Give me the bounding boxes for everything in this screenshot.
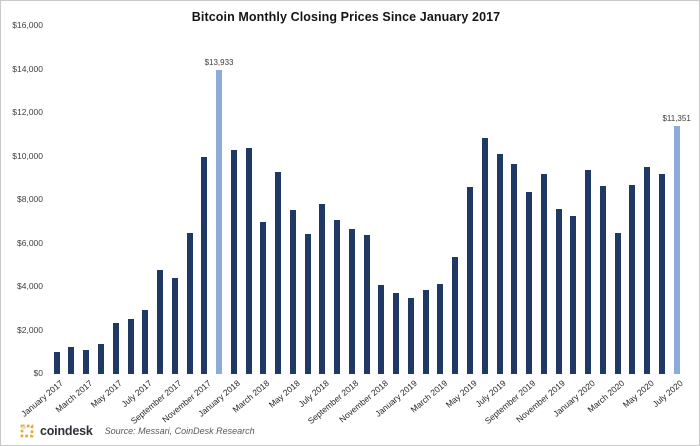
bar xyxy=(260,222,267,374)
bar xyxy=(378,285,385,374)
bar xyxy=(319,203,326,374)
y-axis-tick-label: $16,000 xyxy=(12,20,43,30)
y-axis-tick-label: $6,000 xyxy=(17,237,43,248)
bar xyxy=(201,156,208,374)
bar xyxy=(540,173,547,374)
bar xyxy=(127,319,134,374)
y-axis-tick-label: $14,000 xyxy=(12,63,43,74)
y-axis-tick-label: $0 xyxy=(33,368,43,378)
bar xyxy=(599,185,606,374)
bar xyxy=(466,186,473,374)
coindesk-logo-icon xyxy=(20,424,34,438)
y-axis-tick-label: $8,000 xyxy=(17,194,43,204)
bar xyxy=(407,298,414,374)
bar xyxy=(245,148,252,374)
y-axis-tick-label: $2,000 xyxy=(17,324,43,335)
x-axis-tick-label: May 2019 xyxy=(443,378,479,410)
x-axis-tick-label: May 2020 xyxy=(620,378,656,410)
bar xyxy=(112,322,119,374)
footer: coindesk Source: Messari, CoinDesk Resea… xyxy=(20,424,255,438)
coindesk-wordmark: coindesk xyxy=(40,424,93,438)
bar xyxy=(422,290,429,374)
bar xyxy=(511,164,518,374)
bar xyxy=(83,349,90,374)
bar xyxy=(644,167,651,374)
bar xyxy=(304,233,311,374)
bar xyxy=(289,209,296,374)
x-axis-tick-label: May 2018 xyxy=(266,378,302,410)
bar xyxy=(496,153,503,374)
bar xyxy=(186,232,193,374)
bar xyxy=(585,169,592,374)
y-axis-tick-label: $12,000 xyxy=(12,107,43,117)
bar xyxy=(570,215,577,374)
bar xyxy=(230,149,237,374)
annotation-label: $11,351 xyxy=(662,114,691,124)
bar xyxy=(629,185,636,374)
bar xyxy=(68,347,75,374)
y-axis-tick-label: $10,000 xyxy=(12,150,43,161)
bar xyxy=(526,192,533,374)
bar xyxy=(437,283,444,374)
y-axis-tick-label: $4,000 xyxy=(17,281,43,291)
bar xyxy=(157,270,164,374)
bar xyxy=(555,208,562,374)
chart-title: Bitcoin Monthly Closing Prices Since Jan… xyxy=(191,10,501,24)
bar xyxy=(334,219,341,374)
bar xyxy=(275,171,282,374)
bar xyxy=(53,351,60,374)
bar xyxy=(452,257,459,374)
bar xyxy=(658,174,665,374)
bar xyxy=(142,310,149,374)
annotation-label: $13,933 xyxy=(204,57,234,67)
x-axis-tick-label: July 2020 xyxy=(650,378,686,410)
bar xyxy=(393,292,400,374)
bar-highlighted xyxy=(216,69,223,374)
bar xyxy=(481,138,488,374)
x-axis-tick-label: May 2017 xyxy=(89,378,125,410)
bar xyxy=(171,278,178,374)
bar xyxy=(363,235,370,374)
source-text: Source: Messari, CoinDesk Research xyxy=(104,426,255,436)
bar-highlighted xyxy=(673,126,680,374)
bar xyxy=(614,232,621,374)
bar xyxy=(348,228,355,374)
bar xyxy=(97,343,104,374)
